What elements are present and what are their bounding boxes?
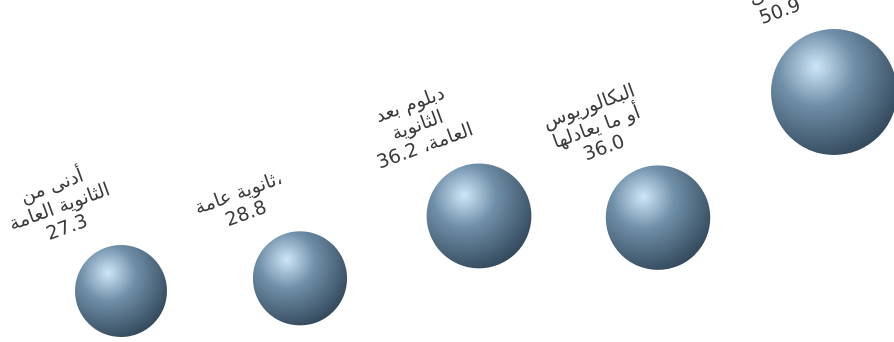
bubble-label-1: أدنى منالثانوية العامة27.3 (0, 156, 120, 256)
bubble-3 (426, 163, 532, 269)
bubble-label-5: دبلوم عاليفأعلى50.9 (721, 0, 825, 36)
bubble-label-2: ثانوية عامة،28.8 (192, 167, 293, 240)
bubble-1 (75, 245, 167, 337)
bubble-label-4: البكالوريوسأو ما يعادلها36.0 (540, 80, 653, 175)
bubble-5 (771, 29, 894, 155)
bubble-2 (252, 231, 348, 326)
bubble-4 (605, 165, 711, 270)
bubble-layer (75, 29, 894, 337)
bubble-label-3: دبلوم بعدالثانويةالعامة، 36.2 (359, 77, 476, 174)
